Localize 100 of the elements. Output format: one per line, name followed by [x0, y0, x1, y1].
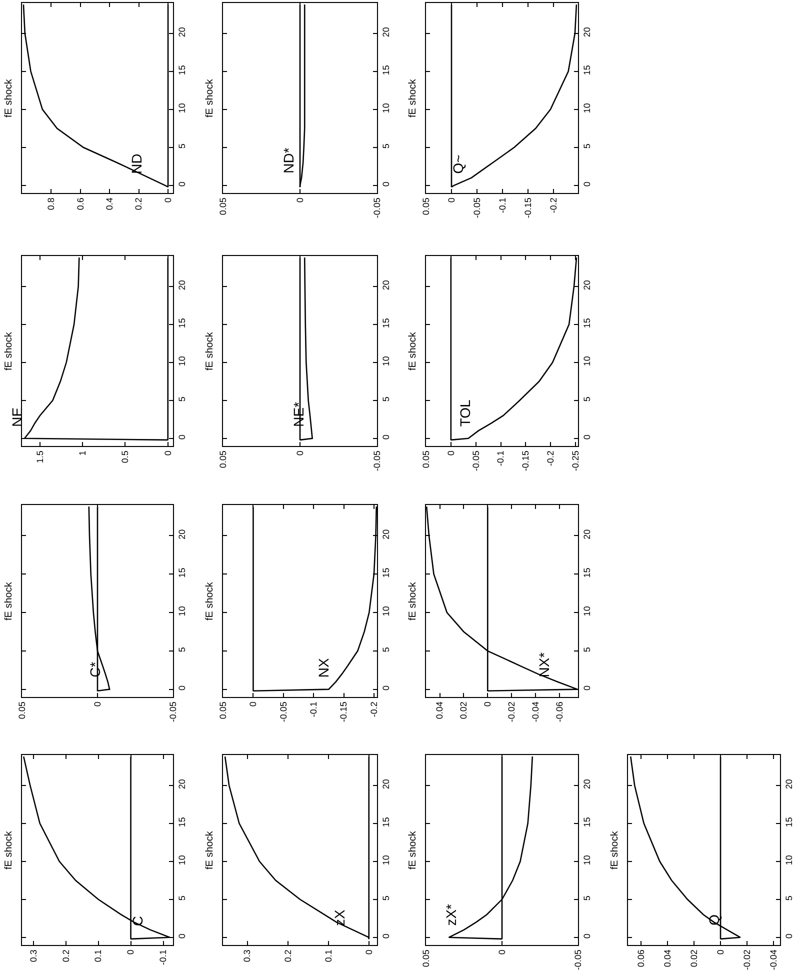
annotation: NX — [315, 657, 332, 678]
x-tick-label: 0 — [92, 702, 102, 707]
text: fE shock — [4, 830, 14, 870]
x-tick-label: 0.2 — [60, 950, 71, 962]
x-tick-label: -0.25 — [570, 450, 580, 472]
x-tick-label: -0.05 — [572, 950, 583, 970]
x-tick-label: 0.05 — [218, 198, 228, 216]
text: fE shock — [204, 581, 216, 620]
y-tick-label: 5 — [176, 896, 187, 901]
y-tick-label: 15 — [176, 817, 187, 828]
text: fE shock — [408, 331, 418, 370]
x-tick-label: 0 — [715, 950, 726, 955]
x-tick-label: 0 — [496, 950, 507, 955]
y-tick-label: 5 — [582, 144, 592, 149]
x-tick-label: -0.2 — [368, 702, 379, 718]
y-tick-label: 20 — [380, 280, 391, 290]
y-tick-label: 15 — [380, 65, 391, 76]
annotation: NX* — [536, 652, 552, 678]
y-tick-label: 0 — [582, 434, 592, 440]
x-tick-label: -0.15 — [522, 198, 533, 218]
y-tick-label: 10 — [582, 855, 592, 866]
x-tick-label: -0.15 — [520, 450, 531, 472]
y-tick-label: 0 — [380, 934, 391, 939]
y-tick-label: 0 — [380, 685, 391, 690]
x-tick-label: 0 — [364, 950, 374, 955]
x-tick-label: 1.5 — [34, 450, 45, 464]
x-tick-label: 0.5 — [120, 450, 130, 464]
y-tick-label: 15 — [784, 817, 794, 828]
y-tick-label: 0 — [176, 434, 187, 440]
x-tick-label: 0 — [294, 198, 305, 203]
x-tick-label: 0 — [126, 950, 136, 955]
y-tick-label: 15 — [380, 318, 391, 328]
y-tick-label: 10 — [176, 855, 187, 866]
x-tick-label: -0.05 — [470, 450, 481, 472]
y-tick-label: 5 — [380, 647, 391, 652]
x-tick-label: -0.05 — [278, 702, 288, 722]
y-tick-label: 0 — [784, 934, 794, 939]
y-tick-label: 15 — [176, 318, 187, 328]
x-tick-label: -0.1 — [496, 450, 506, 466]
x-tick-label: 0.02 — [458, 702, 469, 720]
x-tick-label: -0.05 — [372, 198, 382, 218]
y-tick-label: 20 — [380, 779, 391, 790]
y-tick-label: 5 — [582, 896, 592, 901]
x-tick-label: -0.02 — [506, 702, 516, 722]
x-tick-label: 0.02 — [689, 950, 700, 968]
text: fE shock — [4, 581, 14, 620]
x-tick-label: -0.05 — [168, 702, 178, 722]
y-tick-label: 10 — [176, 103, 187, 114]
x-tick-label: 0.2 — [134, 198, 144, 210]
y-tick-label: 15 — [176, 568, 187, 578]
text: fE shock — [204, 331, 216, 370]
x-tick-label: 0.05 — [420, 198, 431, 216]
y-tick-label: 20 — [176, 529, 187, 540]
y-tick-label: 10 — [380, 103, 391, 114]
x-tick-label: 0.3 — [242, 950, 252, 962]
text: fE shock — [4, 78, 14, 118]
y-tick-label: 0 — [582, 934, 592, 939]
x-tick-label: -0.1 — [308, 702, 319, 718]
y-tick-label: 15 — [582, 65, 592, 76]
x-tick-label: 0.04 — [434, 702, 445, 720]
x-tick-label: 0.1 — [93, 950, 104, 962]
x-tick-label: 0 — [446, 198, 456, 203]
y-tick-label: 20 — [582, 779, 592, 790]
y-tick-label: 0 — [176, 685, 187, 690]
y-tick-label: 10 — [380, 606, 391, 616]
y-tick-label: 10 — [176, 606, 187, 616]
x-tick-label: -0.05 — [472, 198, 482, 218]
y-tick-label: 15 — [582, 568, 592, 578]
y-tick-label: 15 — [380, 817, 391, 828]
x-tick-label: 0.6 — [75, 198, 86, 210]
x-tick-label: 0.8 — [46, 198, 56, 210]
y-tick-label: 15 — [582, 817, 592, 828]
annotation: ND* — [280, 147, 297, 174]
y-tick-label: 5 — [176, 647, 187, 652]
y-tick-label: 0 — [582, 685, 592, 690]
x-tick-label: 0.3 — [28, 950, 38, 962]
annotation: zX* — [443, 903, 460, 926]
x-tick-label: 0.06 — [636, 950, 646, 968]
y-tick-label: 10 — [176, 356, 187, 366]
x-tick-label: 0 — [482, 702, 493, 707]
text: fE shock — [408, 830, 418, 870]
y-tick-label: 10 — [582, 103, 592, 114]
x-tick-label: -0.2 — [546, 450, 556, 466]
x-tick-label: 0.05 — [420, 950, 431, 968]
y-tick-label: 15 — [380, 568, 391, 578]
x-tick-label: 0 — [162, 450, 173, 456]
x-tick-label: -0.05 — [372, 450, 382, 472]
y-tick-label: 20 — [784, 779, 794, 790]
text: fE shock — [204, 78, 216, 118]
y-tick-label: 20 — [176, 27, 187, 38]
x-tick-label: -0.15 — [338, 702, 349, 722]
text: fE shock — [204, 830, 216, 870]
y-tick-label: 5 — [176, 144, 187, 149]
annotation: Q~ — [450, 154, 466, 174]
y-tick-label: 5 — [380, 144, 391, 149]
y-tick-label: 5 — [380, 396, 391, 402]
x-tick-label: 0.05 — [16, 702, 27, 720]
annotation: zX — [331, 908, 348, 926]
y-tick-label: 0 — [582, 182, 592, 187]
x-tick-label: -0.1 — [158, 950, 168, 966]
